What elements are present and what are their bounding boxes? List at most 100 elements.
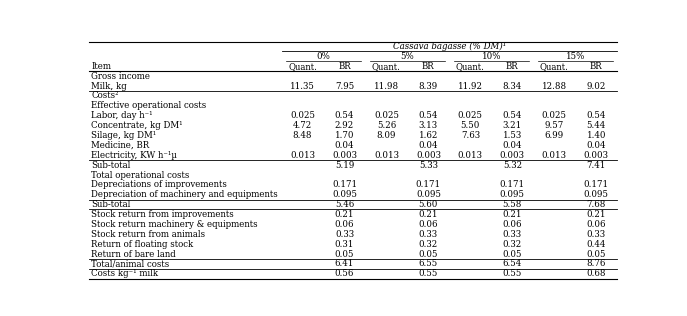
Text: 0.06: 0.06 [418,220,438,229]
Text: Stock return machinery & equipments: Stock return machinery & equipments [91,220,258,229]
Text: 11.98: 11.98 [374,82,399,91]
Text: 8.76: 8.76 [587,259,606,269]
Text: 0.05: 0.05 [503,250,522,258]
Text: 4.72: 4.72 [293,121,312,130]
Text: 0.54: 0.54 [503,111,522,120]
Text: 0.025: 0.025 [542,111,567,120]
Text: 0.04: 0.04 [418,141,438,150]
Text: 0.095: 0.095 [416,190,441,199]
Text: Stock return from improvements: Stock return from improvements [91,210,234,219]
Text: 0.095: 0.095 [332,190,357,199]
Text: 0.68: 0.68 [587,269,606,278]
Text: BR: BR [590,62,602,71]
Text: BR: BR [422,62,435,71]
Text: 0.013: 0.013 [458,151,483,160]
Text: 0.32: 0.32 [503,240,522,249]
Text: 5.44: 5.44 [587,121,606,130]
Text: 0.56: 0.56 [335,269,354,278]
Text: Stock return from animals: Stock return from animals [91,230,205,239]
Text: 0.54: 0.54 [335,111,354,120]
Text: Total operational costs: Total operational costs [91,171,190,179]
Text: 0.21: 0.21 [418,210,438,219]
Text: 11.35: 11.35 [290,82,315,91]
Text: 8.39: 8.39 [419,82,438,91]
Text: 0.171: 0.171 [584,180,609,189]
Text: Quant.: Quant. [540,62,569,71]
Text: 0.55: 0.55 [418,269,438,278]
Text: 0.171: 0.171 [499,180,525,189]
Text: Return of bare land: Return of bare land [91,250,176,258]
Text: 6.54: 6.54 [503,259,522,269]
Text: 0.06: 0.06 [587,220,606,229]
Text: 0.025: 0.025 [458,111,483,120]
Text: 0.32: 0.32 [419,240,438,249]
Text: 5.26: 5.26 [376,121,396,130]
Text: 0.33: 0.33 [587,230,606,239]
Text: 5.19: 5.19 [335,161,354,170]
Text: Cassava bagasse (% DM)¹: Cassava bagasse (% DM)¹ [393,42,506,51]
Text: Quant.: Quant. [372,62,401,71]
Text: 0.54: 0.54 [418,111,438,120]
Text: 6.55: 6.55 [419,259,438,269]
Text: Sub-total: Sub-total [91,161,131,170]
Text: 0.025: 0.025 [374,111,399,120]
Text: 1.53: 1.53 [503,131,522,140]
Text: 0.05: 0.05 [587,250,606,258]
Text: 5.60: 5.60 [418,200,438,209]
Text: 3.13: 3.13 [419,121,438,130]
Text: 5.50: 5.50 [461,121,480,130]
Text: Depreciation of machinery and equipments: Depreciation of machinery and equipments [91,190,278,199]
Text: Quant.: Quant. [288,62,317,71]
Text: 0.171: 0.171 [416,180,441,189]
Text: 0.171: 0.171 [332,180,357,189]
Text: 0.003: 0.003 [332,151,357,160]
Text: 0.04: 0.04 [335,141,354,150]
Text: Sub-total: Sub-total [91,200,131,209]
Text: 6.41: 6.41 [335,259,354,269]
Text: 0.06: 0.06 [503,220,522,229]
Text: Silage, kg DM¹: Silage, kg DM¹ [91,131,157,140]
Text: 0.54: 0.54 [587,111,606,120]
Text: 1.40: 1.40 [587,131,606,140]
Text: 12.88: 12.88 [542,82,567,91]
Text: Effective operational costs: Effective operational costs [91,101,207,110]
Text: 7.41: 7.41 [587,161,606,170]
Text: 6.99: 6.99 [545,131,564,140]
Text: Costs kg⁻¹ milk: Costs kg⁻¹ milk [91,269,158,278]
Text: Costs²: Costs² [91,91,119,100]
Text: 10%: 10% [482,52,501,61]
Text: Total/animal costs: Total/animal costs [91,259,170,269]
Text: Item: Item [91,62,111,71]
Text: 0.21: 0.21 [587,210,606,219]
Text: 8.48: 8.48 [293,131,313,140]
Text: 0.33: 0.33 [503,230,522,239]
Text: 1.62: 1.62 [418,131,438,140]
Text: 9.57: 9.57 [545,121,564,130]
Text: Gross income: Gross income [91,72,150,81]
Text: 0.06: 0.06 [335,220,354,229]
Text: 1.70: 1.70 [335,131,354,140]
Text: 11.92: 11.92 [458,82,483,91]
Text: 2.92: 2.92 [335,121,354,130]
Text: Electricity, KW h⁻¹µ: Electricity, KW h⁻¹µ [91,151,177,160]
Text: 5%: 5% [401,52,414,61]
Text: 0.003: 0.003 [500,151,525,160]
Text: 0%: 0% [317,52,330,61]
Text: Labor, day h⁻¹: Labor, day h⁻¹ [91,111,153,120]
Text: 5.33: 5.33 [419,161,438,170]
Text: Concentrate, kg DM¹: Concentrate, kg DM¹ [91,121,183,130]
Text: 0.04: 0.04 [587,141,606,150]
Text: 9.02: 9.02 [587,82,606,91]
Text: 5.46: 5.46 [335,200,354,209]
Text: 3.21: 3.21 [503,121,522,130]
Text: 0.21: 0.21 [503,210,522,219]
Text: 5.58: 5.58 [503,200,522,209]
Text: 0.013: 0.013 [542,151,567,160]
Text: 0.05: 0.05 [335,250,354,258]
Text: 15%: 15% [565,52,585,61]
Text: 7.63: 7.63 [461,131,480,140]
Text: 0.44: 0.44 [587,240,606,249]
Text: 8.09: 8.09 [376,131,396,140]
Text: 0.55: 0.55 [503,269,522,278]
Text: 0.013: 0.013 [290,151,315,160]
